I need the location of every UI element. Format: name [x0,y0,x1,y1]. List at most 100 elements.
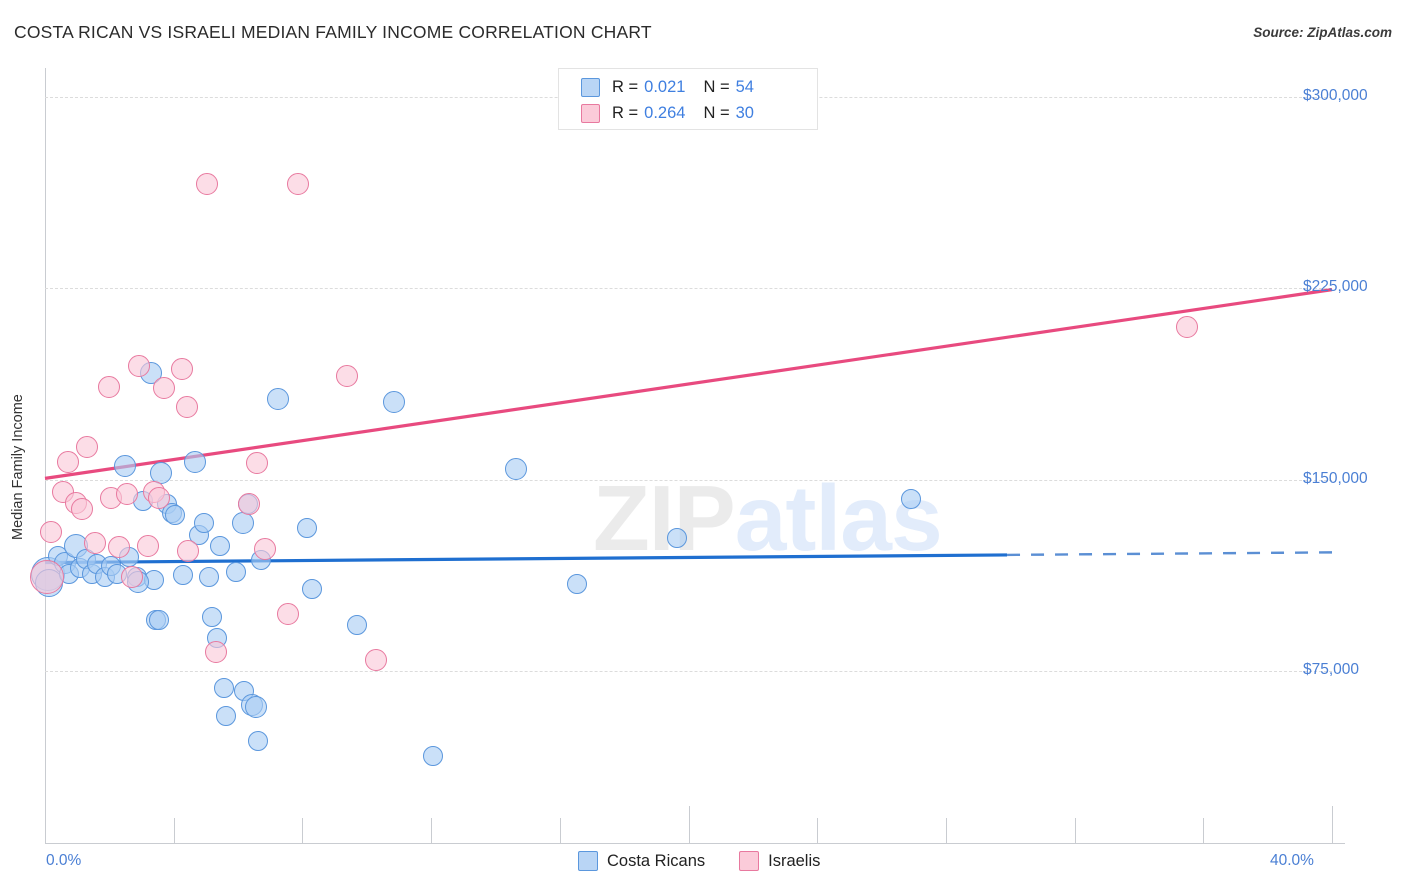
data-point-blue[interactable] [213,677,234,698]
trend-line-costa-ricans [44,553,1008,565]
data-point-blue[interactable] [149,609,170,630]
data-point-blue[interactable] [194,513,215,534]
data-point-pink[interactable] [177,540,200,563]
trend-lines [44,288,1333,565]
stats-row-costa-ricans: R = 0.021 N = 54 [581,74,817,100]
data-point-pink[interactable] [108,536,130,559]
data-point-pink[interactable] [71,498,93,520]
data-point-pink[interactable] [83,532,106,555]
data-point-pink[interactable] [39,520,62,543]
data-point-pink[interactable] [57,450,80,473]
data-point-blue[interactable] [667,528,688,549]
data-point-pink[interactable] [196,172,219,195]
x-axis-tick [173,818,175,843]
x-tick-label: 0.0% [46,852,82,869]
y-axis-line [45,68,46,843]
data-point-blue[interactable] [422,746,443,767]
stats-row-israelis: R = 0.264 N = 30 [581,100,817,126]
data-point-blue[interactable] [113,454,136,477]
data-point-blue[interactable] [226,561,247,582]
data-point-pink[interactable] [120,565,143,588]
stats-swatch-israelis [581,103,600,123]
stats-swatch-costa-ricans [581,77,600,97]
stats-r-value-israelis: 0.264 [644,103,686,122]
x-axis-line [45,843,1345,844]
x-axis-tick [817,818,819,843]
stats-n-value-costa-ricans: 54 [735,77,754,96]
y-tick-label: $75,000 [1303,661,1360,678]
data-point-blue[interactable] [202,607,223,628]
data-point-blue[interactable] [900,488,921,509]
data-point-pink[interactable] [286,172,309,195]
data-point-pink[interactable] [276,602,299,625]
data-point-blue[interactable] [267,388,290,411]
gridline [45,479,1332,481]
data-point-pink[interactable] [254,537,277,560]
x-axis-tick [302,818,304,843]
data-point-pink[interactable] [148,486,171,509]
x-axis-tick [431,818,433,843]
y-tick-label: $150,000 [1303,469,1368,487]
data-point-blue[interactable] [383,390,406,413]
x-axis-tick [688,806,690,843]
data-point-blue[interactable] [297,518,318,539]
legend-label-israelis[interactable]: Israelis [768,851,821,870]
data-point-blue[interactable] [505,458,528,481]
x-tick-label: 40.0% [1270,852,1314,869]
trend-line-extrapolated [1007,551,1333,557]
data-point-blue[interactable] [347,615,368,636]
data-point-pink[interactable] [127,355,150,378]
data-point-pink[interactable] [116,482,139,505]
stats-n-value-israelis: 30 [735,103,754,122]
data-point-pink[interactable] [238,492,261,515]
data-point-blue[interactable] [199,566,220,587]
data-point-blue[interactable] [165,505,186,526]
x-axis-tick [945,818,947,843]
data-point-pink[interactable] [136,534,159,557]
data-point-pink[interactable] [175,395,198,418]
gridline [45,288,1332,290]
data-point-pink[interactable] [170,357,193,380]
data-point-pink[interactable] [29,559,64,594]
stats-n-label-costa-ricans: N = [703,77,730,96]
data-point-blue[interactable] [63,533,88,558]
data-point-pink[interactable] [246,452,269,475]
x-axis-tick [45,818,46,843]
trend-line-israelis [44,288,1333,480]
x-axis-tick [1332,806,1333,843]
series-legend: Costa Ricans Israelis [578,851,820,871]
data-point-blue[interactable] [210,535,231,556]
x-axis-tick [1203,818,1205,843]
stats-r-label-costa-ricans: R = [612,77,639,96]
data-point-pink[interactable] [365,648,388,671]
legend-label-costa-ricans[interactable]: Costa Ricans [607,851,706,870]
y-tick-label: $225,000 [1303,278,1368,296]
plot-area: ZIPatlas [29,68,1333,843]
x-axis-tick [1074,818,1076,843]
x-axis-tick [559,818,561,843]
data-point-blue[interactable] [173,565,194,586]
data-point-pink[interactable] [98,375,121,398]
correlation-stats-box: R = 0.021 N = 54 R = 0.264 N = 30 [558,68,818,130]
y-tick-label: $300,000 [1303,87,1368,104]
data-point-pink[interactable] [336,365,359,388]
stats-r-label-israelis: R = [612,103,639,122]
data-point-blue[interactable] [244,695,267,718]
data-point-blue[interactable] [231,512,254,535]
data-point-blue[interactable] [302,579,323,600]
gridline [45,671,1332,672]
stats-r-value-costa-ricans: 0.021 [644,77,686,96]
data-point-pink[interactable] [75,435,98,458]
data-point-blue[interactable] [247,731,268,752]
data-point-pink[interactable] [153,376,176,399]
legend-swatch-israelis[interactable] [739,851,760,871]
stats-n-label-israelis: N = [703,103,730,122]
data-point-pink[interactable] [204,640,227,663]
source-attribution: Source: ZipAtlas.com [1253,25,1392,40]
legend-swatch-costa-ricans[interactable] [578,851,598,871]
data-point-pink[interactable] [1176,315,1199,338]
data-point-blue[interactable] [215,705,236,726]
data-point-blue[interactable] [183,450,206,473]
data-point-blue[interactable] [567,574,588,595]
